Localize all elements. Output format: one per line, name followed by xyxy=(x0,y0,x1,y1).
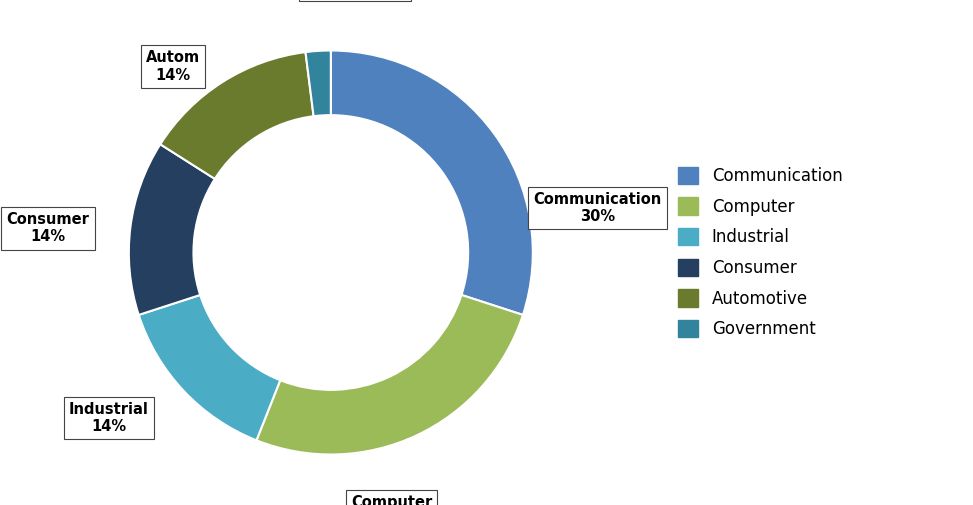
Legend: Communication, Computer, Industrial, Consumer, Automotive, Government: Communication, Computer, Industrial, Con… xyxy=(670,159,850,346)
Wedge shape xyxy=(139,295,280,440)
Text: Computer
26%: Computer 26% xyxy=(351,495,432,505)
Text: Consumer
14%: Consumer 14% xyxy=(7,212,90,244)
Text: Industrial
14%: Industrial 14% xyxy=(69,402,149,434)
Wedge shape xyxy=(161,52,313,179)
Wedge shape xyxy=(128,144,215,315)
Text: Communication
30%: Communication 30% xyxy=(533,192,662,224)
Wedge shape xyxy=(306,50,331,116)
Text: Autom
14%: Autom 14% xyxy=(146,50,200,83)
Wedge shape xyxy=(257,295,523,454)
Wedge shape xyxy=(331,50,533,315)
